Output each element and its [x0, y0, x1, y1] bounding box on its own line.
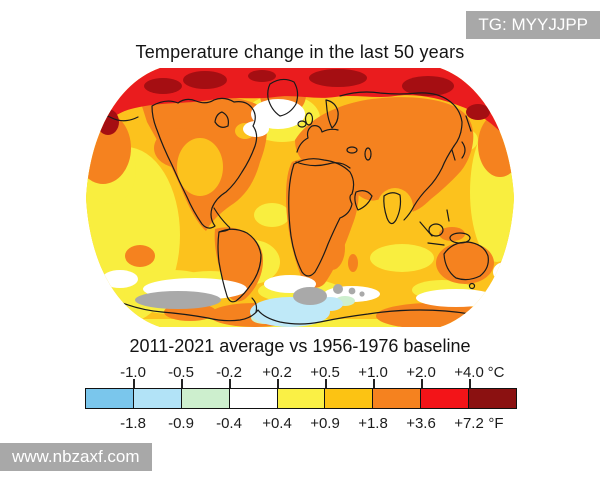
- color-scale-cell: [86, 389, 134, 408]
- celsius-label: -0.5: [168, 364, 194, 381]
- coastline-sumatra: [419, 221, 433, 237]
- coastline-asia-north: [339, 91, 463, 147]
- coastline-tasmania: [468, 282, 476, 290]
- figure-title: Temperature change in the last 50 years: [135, 42, 465, 62]
- celsius-label: +1.0: [358, 364, 388, 381]
- fahrenheit-label: -1.8: [120, 415, 146, 432]
- celsius-label: +0.5: [310, 364, 340, 381]
- color-scale-cell: [373, 389, 422, 408]
- coastline-north-america: [151, 97, 258, 229]
- coastline-japan: [461, 141, 466, 159]
- scale-tick: [181, 379, 183, 388]
- coastline-arabia: [354, 190, 373, 211]
- fahrenheit-label: +0.9: [310, 415, 340, 432]
- celsius-label: +4.0: [454, 364, 484, 381]
- color-scale-cell: [181, 389, 230, 408]
- coastline-kamchatka: [465, 115, 472, 132]
- scale-tick: [325, 379, 327, 388]
- scale-tick: [469, 379, 471, 388]
- no-data-gray-patches: [135, 284, 365, 309]
- coastline-europe: [296, 125, 339, 153]
- watermark-website-text: www.nbzaxf.com: [12, 447, 140, 466]
- fahrenheit-label: +1.8: [358, 415, 388, 432]
- scale-tick: [373, 379, 375, 388]
- coastline-central-america: [213, 207, 231, 233]
- scale-tick: [229, 379, 231, 388]
- scale-tick: [421, 379, 423, 388]
- fahrenheit-unit-label: °F: [488, 415, 504, 432]
- coastline-antarctic-peninsula: [251, 297, 258, 313]
- fahrenheit-label: +3.6: [406, 415, 436, 432]
- scale-tick: [277, 379, 279, 388]
- watermark-telegram-badge: TG: MYYJJPP: [466, 11, 600, 39]
- coastline-caspian-sea: [364, 147, 372, 161]
- coastline-greenland: [267, 78, 299, 117]
- coastlines: [86, 78, 513, 325]
- fahrenheit-label: -0.4: [216, 415, 242, 432]
- celsius-label: -1.0: [120, 364, 146, 381]
- fahrenheit-label: +7.2: [454, 415, 484, 432]
- coastline-borneo: [428, 223, 444, 237]
- fahrenheit-label: +0.4: [262, 415, 292, 432]
- scale-tick: [133, 379, 135, 388]
- coastline-java: [427, 242, 445, 246]
- coastline-scandinavia: [325, 99, 339, 129]
- color-scale-cell: [229, 389, 278, 408]
- coastline-britain: [304, 112, 314, 126]
- figure-subtitle: 2011-2021 average vs 1956-1976 baseline: [129, 336, 471, 356]
- color-scale-cell: [325, 389, 374, 408]
- coastline-mediterranean: [295, 161, 351, 169]
- color-scale-cell: [133, 389, 182, 408]
- color-scale-cell: [277, 389, 326, 408]
- celsius-label: +2.0: [406, 364, 436, 381]
- coastline-hudson-bay: [214, 111, 229, 128]
- watermark-telegram-text: TG: MYYJJPP: [478, 15, 588, 34]
- coastline-iceland: [297, 120, 307, 128]
- coastline-south-america: [217, 228, 262, 303]
- coastline-korea: [451, 149, 456, 161]
- color-scale-cell: [469, 389, 517, 408]
- color-scale-legend: [85, 388, 517, 409]
- celsius-unit-label: °C: [487, 364, 505, 381]
- coastline-australia: [443, 241, 489, 281]
- coastline-black-sea: [346, 146, 358, 154]
- coastline-antarctica: [119, 301, 495, 325]
- celsius-label: +0.2: [262, 364, 292, 381]
- coastline-india: [383, 192, 402, 225]
- coastline-philippines: [446, 209, 450, 222]
- coastline-new-zealand: [499, 281, 513, 301]
- coastline-africa: [288, 158, 355, 277]
- coastline-east-asia: [403, 145, 455, 221]
- watermark-website-badge: www.nbzaxf.com: [0, 443, 152, 471]
- fahrenheit-label: -0.9: [168, 415, 194, 432]
- celsius-label: -0.2: [216, 364, 242, 381]
- color-scale-cell: [421, 389, 470, 408]
